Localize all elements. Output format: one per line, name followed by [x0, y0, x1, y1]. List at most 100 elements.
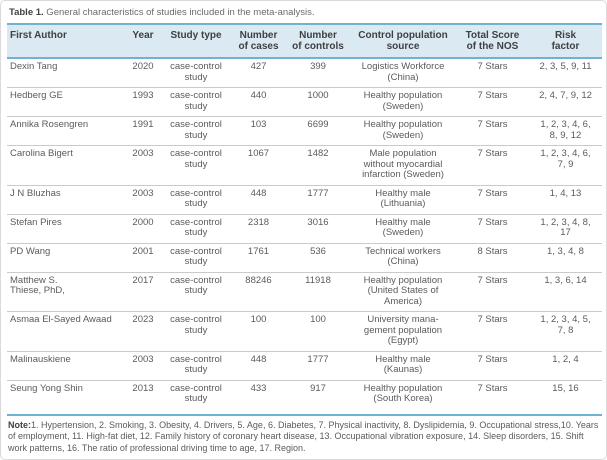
column-header-number-of-cases: Number of cases [231, 23, 286, 60]
cell-number-of-controls: 1777 [286, 351, 350, 381]
column-header-study-type: Study type [161, 23, 231, 60]
column-header-number-of-controls: Number of controls [286, 23, 350, 60]
cell-first-author: Stefan Pires [7, 214, 125, 244]
column-header-year: Year [125, 23, 161, 60]
cell-number-of-controls: 1777 [286, 185, 350, 215]
cell-risk-factor: 1, 2, 3, 4, 6, 8, 9, 12 [529, 116, 602, 147]
cell-number-of-controls: 536 [286, 243, 350, 273]
cell-study-type: case-control study [161, 116, 231, 147]
footnote-label: Note: [8, 419, 31, 430]
cell-first-author: Malinauskiene [7, 351, 125, 381]
cell-control-population-source: Healthy population (Sweden) [350, 87, 456, 118]
cell-risk-factor: 1, 2, 3, 4, 6, 7, 9 [529, 145, 602, 186]
cell-year: 2020 [125, 58, 161, 89]
cell-number-of-controls: 399 [286, 58, 350, 89]
cell-number-of-cases: 448 [231, 351, 286, 381]
cell-control-population-source: Technical workers (China) [350, 243, 456, 273]
studies-table: First Author Year Study type Number of c… [7, 23, 602, 416]
table-row: PD Wang 2001 case-control study 1761 536… [7, 243, 602, 273]
cell-year: 1993 [125, 87, 161, 118]
cell-risk-factor: 1, 2, 3, 4, 8, 17 [529, 214, 602, 244]
cell-number-of-controls: 6699 [286, 116, 350, 147]
cell-first-author: Asmaa El-Sayed Awaad [7, 311, 125, 352]
cell-number-of-controls: 1482 [286, 145, 350, 186]
table-caption-label: Table 1. [9, 7, 44, 18]
cell-total-score-nos: 8 Stars [456, 243, 529, 273]
cell-first-author: PD Wang [7, 243, 125, 273]
cell-study-type: case-control study [161, 311, 231, 352]
cell-study-type: case-control study [161, 243, 231, 273]
cell-year: 2003 [125, 185, 161, 215]
cell-total-score-nos: 7 Stars [456, 272, 529, 313]
cell-number-of-controls: 100 [286, 311, 350, 352]
header-row: First Author Year Study type Number of c… [7, 23, 602, 60]
column-header-first-author: First Author [7, 23, 125, 60]
cell-year: 2023 [125, 311, 161, 352]
table-body: Dexin Tang 2020 case-control study 427 3… [7, 58, 602, 416]
cell-number-of-controls: 11918 [286, 272, 350, 313]
table-row: Dexin Tang 2020 case-control study 427 3… [7, 58, 602, 89]
cell-total-score-nos: 7 Stars [456, 145, 529, 186]
cell-year: 2003 [125, 351, 161, 381]
cell-number-of-cases: 427 [231, 58, 286, 89]
table-row: Malinauskiene 2003 case-control study 44… [7, 351, 602, 381]
cell-first-author: Matthew S. Thiese, PhD, [7, 272, 125, 313]
cell-control-population-source: Healthy population (United States of Ame… [350, 272, 456, 313]
cell-risk-factor: 1, 3, 4, 8 [529, 243, 602, 273]
cell-number-of-controls: 1000 [286, 87, 350, 118]
cell-total-score-nos: 7 Stars [456, 185, 529, 215]
table-caption: Table 1. General characteristics of stud… [9, 7, 598, 18]
cell-first-author: Annika Rosengren [7, 116, 125, 147]
column-header-risk-factor: Risk factor [529, 23, 602, 60]
cell-control-population-source: University mana- gement population (Egyp… [350, 311, 456, 352]
cell-first-author: Dexin Tang [7, 58, 125, 89]
cell-study-type: case-control study [161, 58, 231, 89]
cell-total-score-nos: 7 Stars [456, 87, 529, 118]
cell-first-author: Seung Yong Shin [7, 380, 125, 416]
cell-number-of-controls: 3016 [286, 214, 350, 244]
footnote-text: 1. Hypertension, 2. Smoking, 3. Obesity,… [8, 419, 599, 453]
cell-study-type: case-control study [161, 145, 231, 186]
table-row: Asmaa El-Sayed Awaad 2023 case-control s… [7, 311, 602, 352]
cell-risk-factor: 15, 16 [529, 380, 602, 416]
cell-number-of-cases: 448 [231, 185, 286, 215]
cell-study-type: case-control study [161, 214, 231, 244]
table-footnote: Note:1. Hypertension, 2. Smoking, 3. Obe… [8, 420, 599, 455]
column-header-control-population-source: Control population source [350, 23, 456, 60]
cell-control-population-source: Logistics Workforce (China) [350, 58, 456, 89]
cell-risk-factor: 2, 4, 7, 9, 12 [529, 87, 602, 118]
table-row: J N Bluzhas 2003 case-control study 448 … [7, 185, 602, 215]
cell-year: 2013 [125, 380, 161, 416]
cell-number-of-cases: 440 [231, 87, 286, 118]
cell-year: 2001 [125, 243, 161, 273]
cell-risk-factor: 1, 2, 3, 4, 5, 7, 8 [529, 311, 602, 352]
cell-study-type: case-control study [161, 185, 231, 215]
cell-total-score-nos: 7 Stars [456, 311, 529, 352]
cell-number-of-controls: 917 [286, 380, 350, 416]
cell-year: 1991 [125, 116, 161, 147]
cell-total-score-nos: 7 Stars [456, 351, 529, 381]
cell-study-type: case-control study [161, 272, 231, 313]
cell-study-type: case-control study [161, 380, 231, 416]
cell-first-author: Hedberg GE [7, 87, 125, 118]
cell-control-population-source: Healthy male (Lithuania) [350, 185, 456, 215]
cell-first-author: J N Bluzhas [7, 185, 125, 215]
cell-control-population-source: Healthy population (Sweden) [350, 116, 456, 147]
table-header: First Author Year Study type Number of c… [7, 23, 602, 60]
cell-year: 2000 [125, 214, 161, 244]
cell-first-author: Carolina Bigert [7, 145, 125, 186]
cell-number-of-cases: 1761 [231, 243, 286, 273]
cell-total-score-nos: 7 Stars [456, 116, 529, 147]
cell-year: 2003 [125, 145, 161, 186]
cell-risk-factor: 1, 4, 13 [529, 185, 602, 215]
table-caption-text: General characteristics of studies inclu… [43, 7, 315, 18]
table-row: Carolina Bigert 2003 case-control study … [7, 145, 602, 186]
cell-number-of-cases: 433 [231, 380, 286, 416]
cell-control-population-source: Healthy male (Kaunas) [350, 351, 456, 381]
cell-number-of-cases: 2318 [231, 214, 286, 244]
cell-control-population-source: Male population without myocardial infar… [350, 145, 456, 186]
table-row: Seung Yong Shin 2013 case-control study … [7, 380, 602, 416]
cell-risk-factor: 1, 3, 6, 14 [529, 272, 602, 313]
table-row: Stefan Pires 2000 case-control study 231… [7, 214, 602, 244]
table-row: Annika Rosengren 1991 case-control study… [7, 116, 602, 147]
